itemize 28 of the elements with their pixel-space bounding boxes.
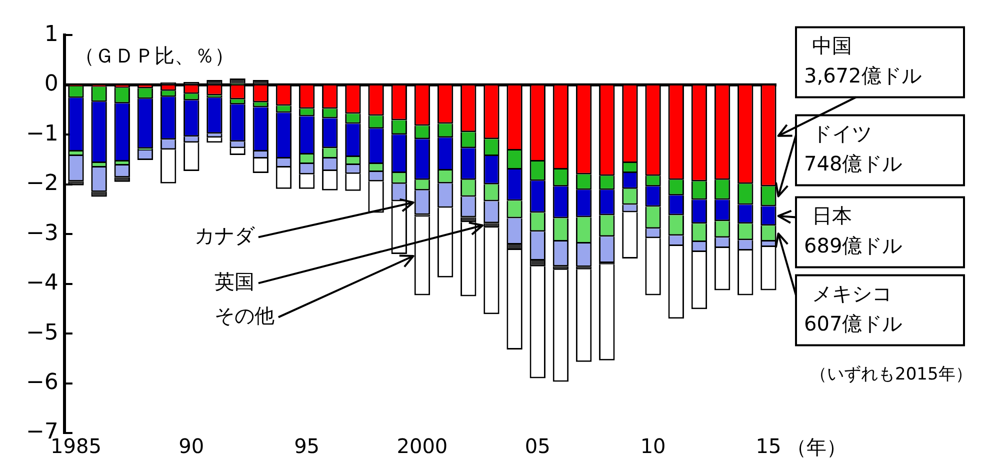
text: 英国: [214, 269, 254, 294]
text: 3,672億ドル: [804, 63, 922, 88]
y-tick-label: 0: [44, 72, 58, 97]
y-tick-label: −6: [26, 370, 58, 395]
y-tick-label: −4: [26, 270, 58, 296]
y-tick-label: −1: [26, 121, 58, 146]
x-tick-label: 15: [756, 434, 782, 458]
y-tick-label: 1: [44, 22, 58, 47]
x-tick-label: 2000: [396, 434, 448, 458]
text: ドイツ: [812, 121, 872, 146]
text: 607億ドル: [804, 311, 902, 336]
x-tick-label: 10: [640, 434, 666, 458]
y-tick-label: −2: [26, 171, 58, 196]
series-label: 日本: [812, 203, 852, 228]
text: 748億ドル: [804, 151, 902, 176]
text: カナダ: [194, 223, 256, 248]
x-tick-label: 05: [524, 434, 550, 458]
y-tick-label: −3: [26, 220, 58, 246]
y-axis-title: （ＧＤＰ比、％）: [74, 43, 234, 68]
text: （いずれも2015年）: [810, 364, 972, 385]
text: 中国: [812, 33, 852, 58]
text: メキシコ: [812, 281, 892, 306]
text: その他: [214, 303, 274, 328]
y-tick-label: −5: [26, 320, 58, 346]
x-tick-label: 95: [294, 434, 320, 458]
text: 689億ドル: [804, 233, 902, 258]
x-tick-label: 90: [178, 434, 204, 458]
x-axis-title: （年）: [786, 435, 846, 460]
